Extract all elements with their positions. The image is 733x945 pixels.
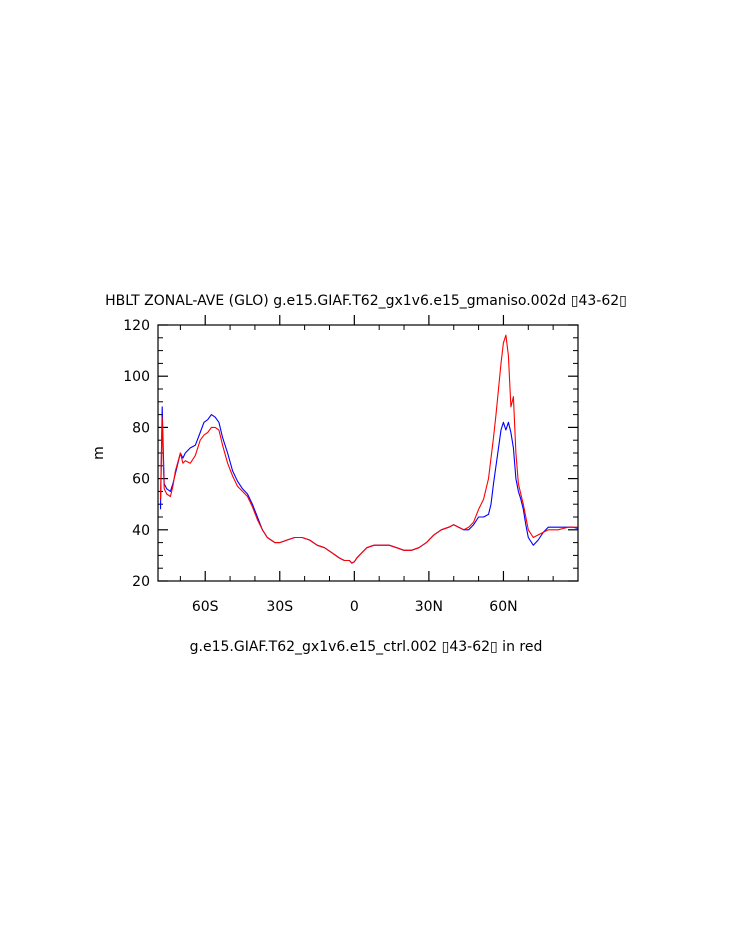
x-tick-label: 30S — [266, 599, 293, 615]
y-tick-label: 60 — [132, 472, 150, 488]
x-tick-label: 60N — [489, 599, 517, 615]
x-tick-label: 60S — [192, 599, 219, 615]
x-tick-labels: 60S 30S 0 30N 60N — [192, 599, 518, 615]
y-tick-label: 120 — [123, 318, 150, 334]
y-tick-label: 100 — [123, 369, 150, 385]
y-tick-label: 80 — [132, 420, 150, 436]
series-line-red — [159, 334, 578, 564]
plot-lines — [159, 334, 579, 564]
axis-ticks — [158, 315, 579, 582]
plot-frame — [157, 324, 579, 582]
x-tick-label: 30N — [415, 599, 443, 615]
y-tick-label: 40 — [132, 523, 150, 539]
y-axis-label: m — [91, 446, 107, 460]
y-tick-label: 20 — [132, 574, 150, 590]
chart-title: HBLT ZONAL-AVE (GLO) g.e15.GIAF.T62_gx1v… — [105, 293, 627, 309]
y-tick-labels: 20 40 60 80 100 120 — [123, 318, 150, 590]
chart-subtitle: g.e15.GIAF.T62_gx1v6.e15_ctrl.002 ▯43-62… — [190, 639, 543, 655]
x-tick-label: 0 — [350, 599, 359, 615]
